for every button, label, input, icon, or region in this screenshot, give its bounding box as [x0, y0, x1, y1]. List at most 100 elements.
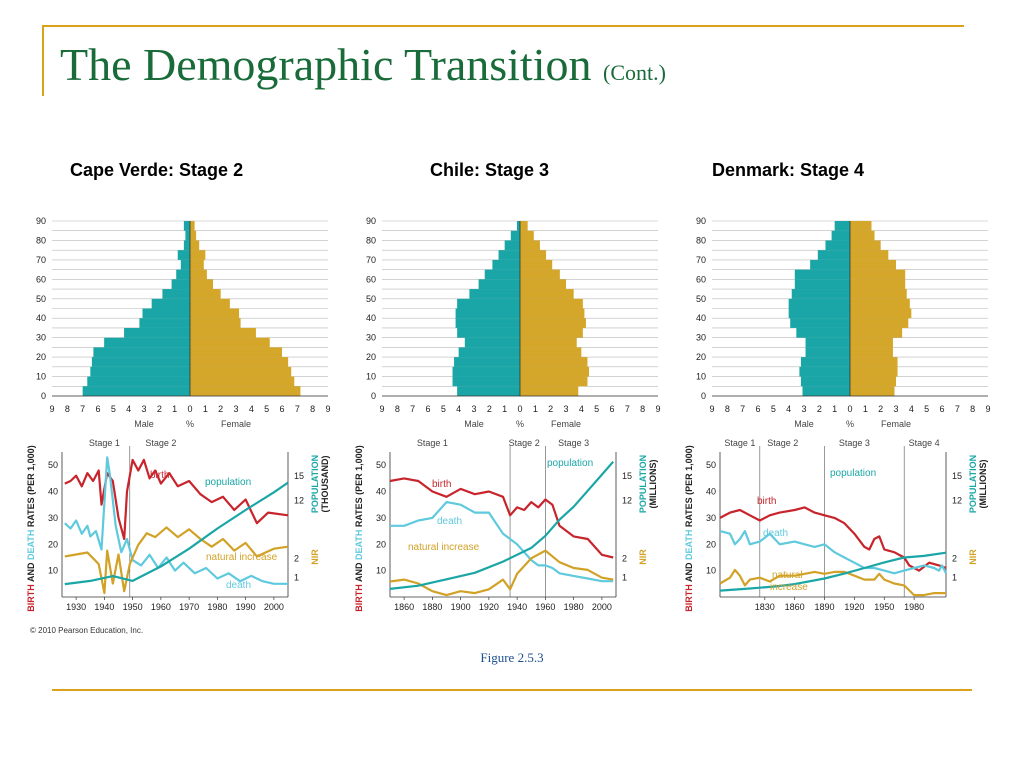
- stage-label: Stage 2: [145, 438, 176, 448]
- pyramid-age-tick: 30: [696, 333, 706, 343]
- male-bar: [831, 230, 850, 241]
- pyramid-pct-tick: 4: [456, 404, 461, 414]
- series-label-population: population: [547, 458, 593, 469]
- year-tick-label: 1950: [123, 602, 143, 612]
- left-rate-tick: 30: [376, 513, 386, 523]
- male-bar: [492, 259, 520, 270]
- slide-title-main: The Demographic Transition: [60, 39, 592, 90]
- female-bar: [520, 308, 585, 319]
- year-tick-label: 1960: [151, 602, 171, 612]
- pyramid-age-tick: 50: [696, 294, 706, 304]
- pyramid-age-tick: 30: [36, 333, 46, 343]
- stage-label: Stage 1: [724, 438, 755, 448]
- right-axis-tick: 12: [952, 495, 962, 505]
- year-tick-label: 1950: [874, 602, 894, 612]
- pyramid-age-tick: 90: [366, 216, 376, 226]
- series-label-birth: birth: [150, 470, 169, 481]
- pyramid-pct-tick: 3: [471, 404, 476, 414]
- female-bar: [520, 337, 577, 348]
- pyramid-pct-tick: 4: [909, 404, 914, 414]
- left-rate-tick: 40: [706, 487, 716, 497]
- pyramid-percent-label: %: [846, 419, 854, 429]
- pyramid-age-tick: 0: [701, 391, 706, 401]
- year-tick-label: 1830: [755, 602, 775, 612]
- pyramid-age-tick: 70: [36, 255, 46, 265]
- year-tick-label: 1890: [815, 602, 835, 612]
- male-bar: [177, 250, 190, 260]
- pyramid-pct-tick: 9: [709, 404, 714, 414]
- male-bar: [457, 327, 520, 338]
- footer-accent-line: [52, 689, 972, 691]
- figure-caption: Figure 2.5.3: [480, 650, 544, 665]
- stage-label: Stage 1: [89, 438, 120, 448]
- male-bar: [455, 308, 520, 319]
- female-bar: [190, 259, 204, 270]
- left-axis-rest: RATES (PER 1,000): [684, 445, 694, 527]
- pyramid-pct-tick: 8: [65, 404, 70, 414]
- male-bar: [794, 279, 850, 290]
- pyramid-male-label: Male: [794, 419, 814, 429]
- left-rate-tick: 40: [376, 487, 386, 497]
- stage-label: Stage 2: [767, 438, 798, 448]
- female-bar: [190, 386, 301, 396]
- female-bar: [190, 298, 230, 309]
- pyramid-pct-tick: 5: [111, 404, 116, 414]
- male-bar: [452, 366, 520, 377]
- pyramid-age-tick: 40: [696, 313, 706, 323]
- stage-label: Stage 3: [839, 438, 870, 448]
- pyramid-pct-tick: 8: [395, 404, 400, 414]
- left-rate-tick: 20: [48, 539, 58, 549]
- female-bar: [520, 298, 583, 309]
- right-axis-population-title: POPULATION: [310, 455, 320, 513]
- slide-title-suffix: (Cont.): [603, 60, 666, 85]
- pyramid-pct-tick: 9: [49, 404, 54, 414]
- pyramid-age-tick: 40: [366, 313, 376, 323]
- left-rate-tick: 30: [706, 513, 716, 523]
- female-bar: [190, 366, 292, 377]
- female-bar: [850, 308, 912, 319]
- series-line-population: [719, 551, 947, 592]
- pyramid-age-tick: 60: [696, 274, 706, 284]
- year-tick-label: 1990: [236, 602, 256, 612]
- female-bar: [520, 230, 534, 241]
- pyramid-age-tick: 70: [366, 255, 376, 265]
- pyramid-age-tick: 90: [36, 216, 46, 226]
- series-label-death: death: [437, 516, 462, 527]
- chart-title-cape-verde: Cape Verde: Stage 2: [70, 160, 244, 180]
- title-accent-vertical: [42, 26, 44, 96]
- male-bar: [104, 337, 190, 348]
- right-axis-population-title: POPULATION: [968, 455, 978, 513]
- female-bar: [850, 240, 881, 251]
- pyramid-pct-tick: 3: [893, 404, 898, 414]
- right-axis-population-title: POPULATION: [638, 455, 648, 513]
- right-axis-nir-title: NIR: [310, 549, 320, 565]
- right-axis-tick: 1: [622, 573, 627, 583]
- female-bar: [850, 327, 903, 338]
- pyramid-pct-tick: 7: [410, 404, 415, 414]
- female-bar: [520, 279, 566, 290]
- pyramid-pct-tick: 5: [924, 404, 929, 414]
- pyramid-female-label: Female: [551, 419, 581, 429]
- year-tick-label: 1930: [66, 602, 86, 612]
- male-bar: [91, 357, 190, 367]
- female-bar: [850, 289, 907, 299]
- male-bar: [452, 376, 520, 387]
- left-axis-title: BIRTH AND DEATH RATES (PER 1,000): [684, 445, 694, 611]
- male-bar: [469, 289, 520, 299]
- right-axis-tick: 15: [622, 471, 632, 481]
- pyramid-pct-tick: 7: [955, 404, 960, 414]
- male-bar: [504, 240, 520, 251]
- male-bar: [498, 250, 520, 260]
- left-axis-death: DEATH: [354, 527, 364, 560]
- pyramid-pct-tick: 5: [771, 404, 776, 414]
- male-bar: [82, 386, 190, 396]
- pyramid-pct-tick: 0: [517, 404, 522, 414]
- male-bar: [802, 386, 850, 396]
- left-rate-tick: 50: [48, 460, 58, 470]
- left-rate-tick: 10: [706, 566, 716, 576]
- male-bar: [794, 269, 850, 280]
- male-bar: [805, 347, 850, 358]
- right-axis-tick: 15: [294, 471, 304, 481]
